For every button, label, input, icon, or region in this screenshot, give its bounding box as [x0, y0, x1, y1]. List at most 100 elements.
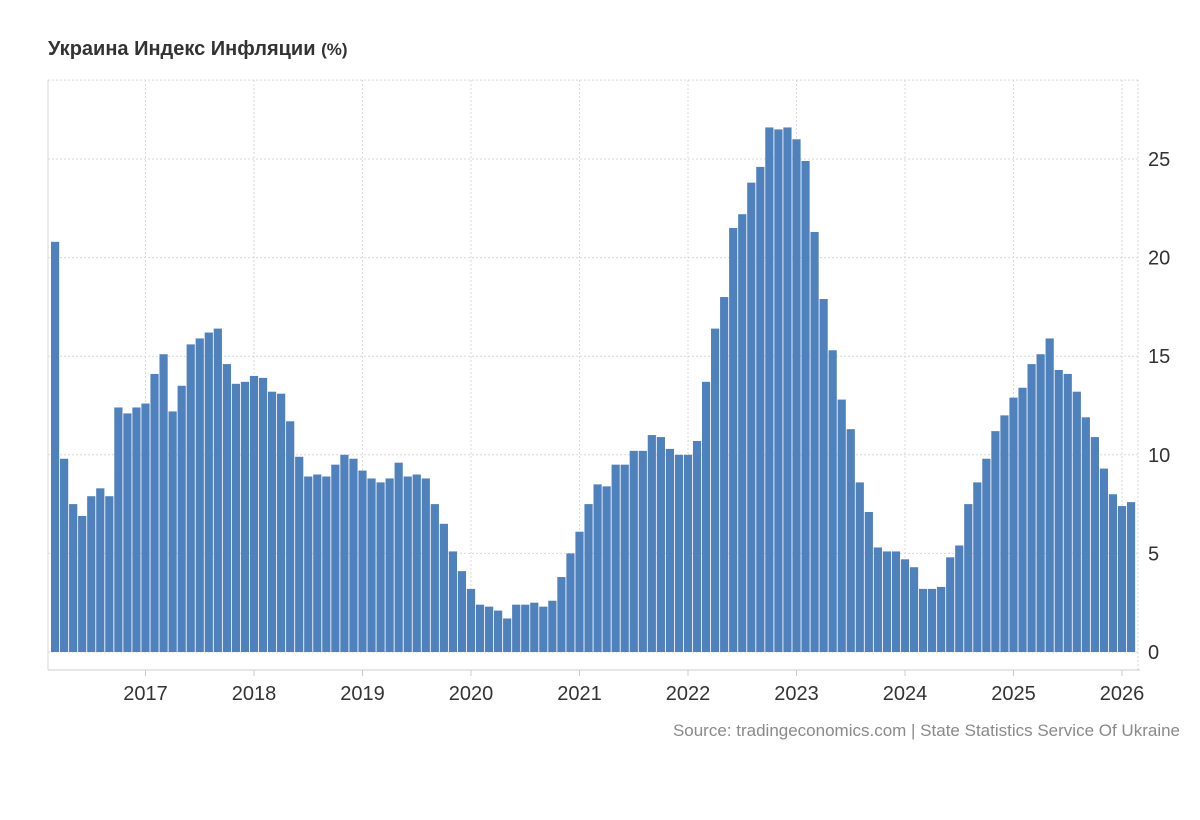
bar — [1081, 417, 1090, 652]
bar — [304, 476, 313, 652]
bar — [60, 458, 69, 652]
bar — [611, 464, 620, 652]
bar — [575, 531, 584, 652]
bar — [855, 482, 864, 652]
bar — [729, 228, 738, 652]
bar — [1009, 397, 1018, 652]
bar — [484, 606, 494, 652]
bar — [548, 600, 557, 652]
y-tick-label: 25 — [1148, 149, 1170, 171]
x-tick-label: 2020 — [449, 683, 494, 705]
bar — [873, 547, 882, 652]
bar — [918, 588, 928, 652]
bar — [141, 403, 150, 652]
bar — [385, 478, 394, 652]
bar — [882, 551, 892, 652]
bar — [738, 214, 747, 652]
bar — [665, 448, 675, 652]
source-note: Source: tradingeconomics.com | State Sta… — [672, 721, 1180, 740]
x-tick-label: 2018 — [232, 683, 277, 705]
bar — [828, 350, 837, 652]
bar — [512, 604, 521, 652]
chart-title: Украина Индекс Инфляции (%) — [48, 38, 348, 61]
bar — [557, 577, 566, 652]
bar — [837, 399, 846, 652]
x-tick-label: 2024 — [883, 683, 928, 705]
bar — [656, 437, 665, 652]
bar — [620, 464, 629, 652]
bar — [159, 354, 168, 652]
bar — [195, 338, 204, 652]
bar — [602, 486, 611, 652]
bar — [349, 458, 358, 652]
bar — [566, 553, 575, 652]
bar — [457, 571, 467, 652]
bar — [494, 610, 503, 652]
bar — [204, 332, 213, 652]
bar — [430, 504, 439, 652]
bar — [1054, 370, 1063, 652]
bar — [177, 385, 186, 652]
bar — [1108, 494, 1118, 652]
bar — [720, 297, 729, 652]
bar — [412, 474, 421, 652]
bar — [756, 166, 765, 652]
bar — [783, 127, 792, 652]
bar — [421, 478, 430, 652]
bar — [982, 458, 991, 652]
bar — [819, 299, 828, 652]
bar — [132, 407, 141, 652]
chart-bars — [50, 127, 1136, 653]
bar — [475, 604, 485, 652]
bar — [539, 606, 548, 652]
bar — [96, 488, 105, 652]
bar — [593, 484, 602, 652]
y-tick-label: 0 — [1148, 642, 1159, 664]
bar — [810, 231, 819, 652]
bar — [240, 381, 250, 652]
x-tick-label: 2023 — [774, 683, 819, 705]
bar — [530, 602, 539, 652]
bar — [701, 381, 711, 652]
bar — [123, 413, 132, 652]
x-tick-label: 2026 — [1100, 683, 1145, 705]
bar — [213, 328, 222, 652]
bar — [105, 496, 114, 652]
bar — [955, 545, 964, 652]
bar — [503, 618, 512, 652]
bar — [1063, 373, 1072, 652]
bar — [150, 373, 159, 652]
bar — [313, 474, 322, 652]
y-tick-label: 10 — [1148, 445, 1170, 467]
bar — [114, 407, 123, 652]
bar — [331, 464, 340, 652]
bar — [439, 523, 448, 652]
bar — [448, 551, 458, 652]
bar — [376, 482, 385, 652]
bar — [358, 470, 367, 652]
bar — [638, 450, 647, 652]
bar — [403, 476, 412, 652]
bar — [1036, 354, 1045, 652]
bar — [87, 496, 96, 652]
bar — [765, 127, 774, 652]
x-tick-label: 2025 — [991, 683, 1036, 705]
y-tick-label: 20 — [1148, 248, 1170, 270]
bar — [973, 482, 982, 652]
bar — [277, 393, 286, 652]
bar — [258, 377, 268, 652]
bar — [584, 504, 593, 652]
bar — [1000, 415, 1009, 652]
bar — [937, 586, 946, 652]
bar — [1126, 502, 1136, 652]
bar — [801, 160, 810, 652]
bar — [964, 504, 973, 652]
bar — [231, 383, 241, 652]
x-tick-label: 2021 — [557, 683, 602, 705]
bar — [69, 504, 78, 652]
bar — [711, 328, 720, 652]
bar — [946, 557, 955, 652]
bar — [891, 551, 901, 652]
x-tick-label: 2019 — [340, 683, 385, 705]
bar — [394, 462, 403, 652]
